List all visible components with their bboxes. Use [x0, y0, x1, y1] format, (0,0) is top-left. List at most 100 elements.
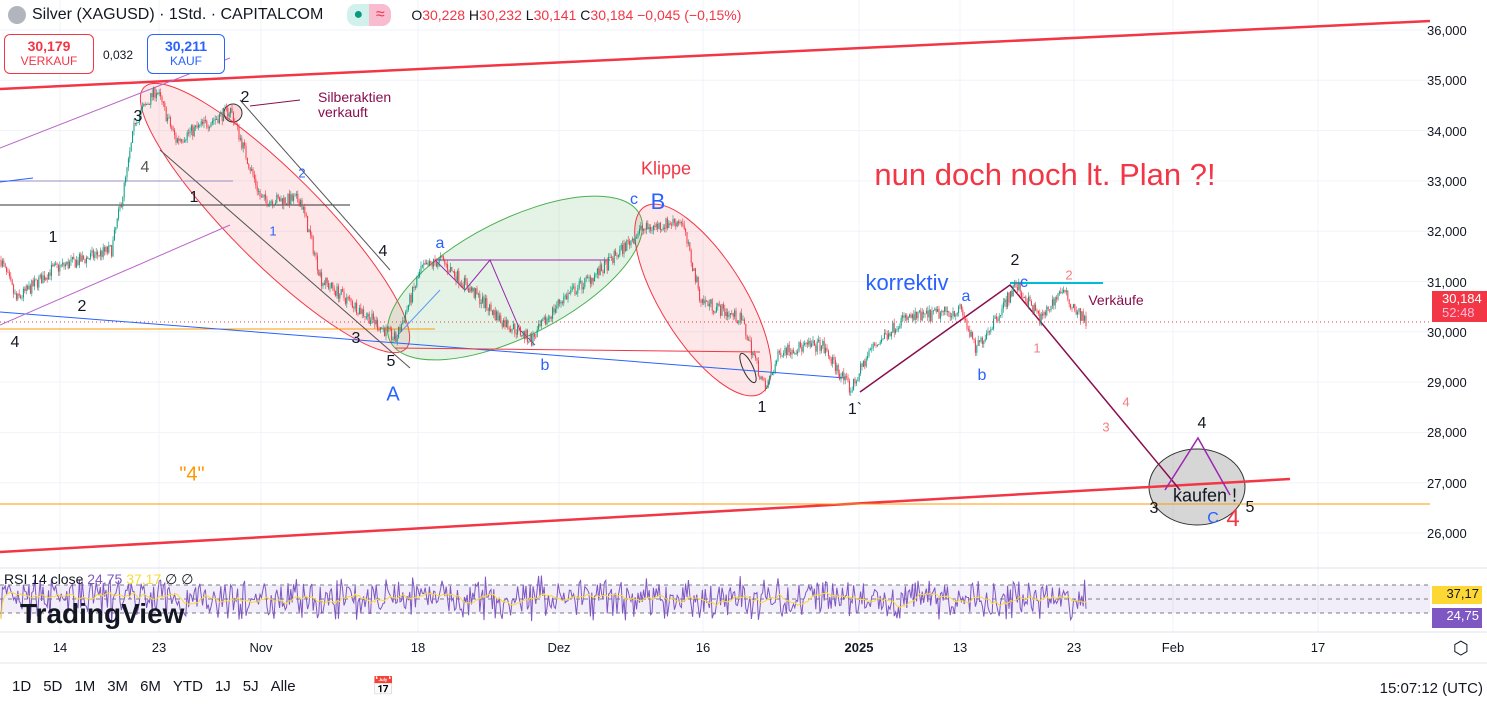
range-alle[interactable]: Alle — [270, 678, 296, 695]
candle — [409, 292, 411, 307]
candle — [609, 252, 611, 258]
candle — [402, 317, 404, 325]
candle — [270, 199, 272, 206]
candle — [664, 224, 666, 233]
candle — [687, 239, 689, 247]
candle — [126, 166, 128, 182]
status-pill[interactable]: ● ≈ — [347, 4, 392, 26]
candle — [372, 311, 374, 323]
candle — [725, 308, 727, 321]
range-3m[interactable]: 3M — [107, 678, 129, 695]
buy-button[interactable]: 30,211 KAUF — [147, 34, 225, 74]
range-6m[interactable]: 6M — [140, 678, 161, 695]
wave-label: 4 — [1197, 415, 1207, 432]
candle — [750, 337, 752, 360]
range-toolbar: 1D 5D 1M 3M 6M YTD 1J 5J Alle — [12, 678, 308, 695]
candle — [655, 222, 657, 231]
candle — [610, 254, 612, 261]
range-1m[interactable]: 1M — [74, 678, 96, 695]
candle — [363, 305, 365, 318]
settings-icon[interactable]: ⬡ — [1453, 638, 1469, 658]
range-5j[interactable]: 5J — [242, 678, 259, 695]
candle — [529, 332, 531, 342]
candle — [648, 224, 650, 233]
annotation-four-quoted: "4" — [179, 463, 205, 486]
candle — [132, 130, 134, 144]
candle — [879, 340, 881, 346]
candle — [17, 293, 19, 301]
candle — [92, 248, 94, 261]
candle — [624, 241, 626, 253]
candle — [710, 298, 712, 308]
candle — [706, 299, 708, 302]
range-1d[interactable]: 1D — [12, 678, 32, 695]
candle — [357, 312, 359, 317]
candle — [155, 89, 157, 102]
candle — [699, 286, 701, 303]
candle — [99, 247, 101, 261]
candle — [260, 193, 262, 198]
candle — [1047, 306, 1049, 312]
candle — [13, 283, 15, 298]
candle — [385, 324, 387, 341]
candle — [407, 304, 409, 312]
candle — [977, 335, 979, 346]
candle — [101, 249, 103, 261]
candle — [241, 135, 243, 151]
candle — [599, 260, 601, 276]
candle — [508, 326, 510, 333]
range-ytd[interactable]: YTD — [172, 678, 203, 695]
candle — [816, 338, 818, 355]
candle — [396, 336, 398, 346]
range-1j[interactable]: 1J — [214, 678, 231, 695]
candle — [981, 336, 983, 348]
candle — [405, 310, 407, 324]
candle — [419, 268, 421, 279]
candle — [823, 337, 825, 354]
candle — [1067, 289, 1069, 302]
candle — [980, 336, 982, 344]
candle — [165, 106, 167, 122]
candle — [223, 107, 225, 122]
candle — [118, 206, 120, 222]
candle — [907, 316, 909, 323]
candle — [920, 307, 922, 322]
candle — [190, 124, 192, 136]
candle — [897, 325, 899, 333]
candle — [888, 329, 890, 340]
candle — [812, 335, 814, 347]
time-tick: 18 — [410, 640, 426, 655]
candle — [578, 278, 580, 290]
candle — [370, 317, 372, 327]
candle — [391, 326, 393, 344]
candle — [111, 244, 113, 259]
candle — [619, 245, 621, 258]
candle — [216, 116, 218, 120]
candle — [832, 354, 834, 368]
candle — [325, 277, 327, 289]
candle — [571, 282, 573, 292]
sell-button[interactable]: 30,179 VERKAUF — [4, 34, 94, 74]
wave-label: 1 — [1033, 340, 1041, 356]
candle — [48, 272, 50, 280]
candle — [855, 379, 857, 387]
candle — [1014, 279, 1016, 288]
current-price-badge: 30,184 52:48 — [1432, 291, 1487, 322]
date-range-icon[interactable]: 📅 — [372, 676, 395, 696]
range-5d[interactable]: 5D — [43, 678, 63, 695]
candle — [175, 132, 177, 146]
candle — [193, 124, 195, 138]
candle — [1053, 296, 1055, 310]
candle — [181, 139, 183, 144]
candle — [882, 337, 884, 341]
candle — [622, 240, 624, 257]
candle — [829, 355, 831, 361]
candle — [550, 315, 552, 322]
candle — [476, 285, 478, 295]
candle — [351, 299, 353, 309]
candle — [123, 181, 125, 202]
candle — [928, 305, 930, 322]
symbol-title[interactable]: Silver (XAGUSD) · 1Std. · CAPITALCOM — [32, 6, 324, 23]
candle — [459, 281, 461, 287]
